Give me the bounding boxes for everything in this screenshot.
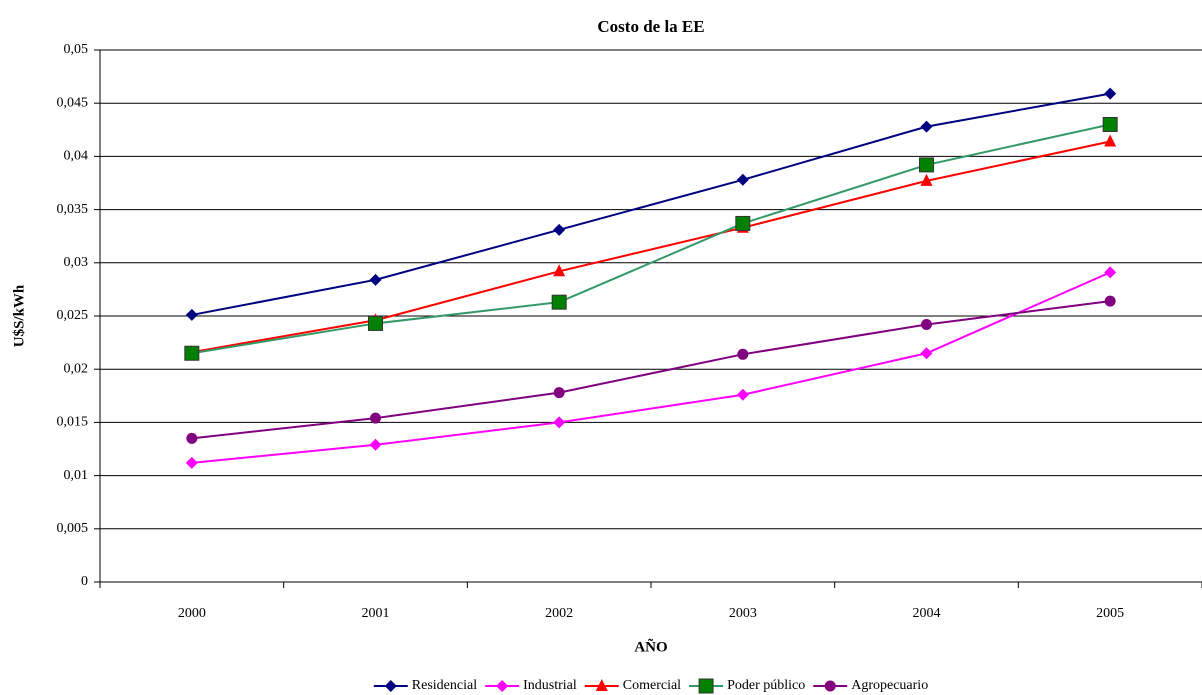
data-point [921, 319, 932, 331]
legend-label: Agropecuario [851, 678, 928, 693]
data-point [1104, 266, 1117, 279]
data-point [736, 388, 749, 401]
x-tick-label: 2004 [913, 606, 941, 621]
data-point [553, 223, 566, 236]
y-tick-label: 0,03 [64, 255, 89, 270]
x-tick-label: 2003 [729, 606, 757, 621]
x-tick-label: 2001 [362, 606, 390, 621]
series-line [191, 271, 1111, 464]
y-tick-label: 0,005 [57, 521, 89, 536]
legend-marker [595, 679, 608, 691]
x-tick-label: 2000 [178, 606, 206, 621]
legend-marker [824, 680, 836, 692]
y-tick-label: 0,015 [57, 415, 89, 430]
data-point [735, 215, 751, 231]
x-tick-label: 2002 [545, 606, 573, 621]
data-point [553, 387, 565, 399]
data-point [736, 173, 749, 186]
data-point [553, 416, 566, 429]
data-point [368, 315, 383, 331]
legend-label: Residencial [412, 678, 477, 693]
data-point [551, 294, 567, 310]
series-line [191, 92, 1111, 316]
data-point [1104, 295, 1116, 307]
data-point [1102, 116, 1118, 132]
y-tick-label: 0 [81, 574, 88, 589]
legend: Residencial Industrial Comercial Poder públ… [373, 678, 928, 694]
x-tick-label: 2005 [1096, 606, 1124, 621]
legend-marker [496, 680, 509, 692]
x-axis-title: AÑO [634, 637, 667, 655]
y-tick-label: 0,025 [57, 308, 89, 323]
y-tick-label: 0,05 [64, 42, 89, 57]
data-point [919, 157, 934, 173]
y-tick-label: 0,04 [64, 149, 89, 164]
y-tick-label: 0,01 [64, 468, 89, 483]
y-axis-title: U$S/kWh [11, 284, 27, 347]
data-point [185, 456, 198, 469]
data-point [737, 348, 749, 360]
y-tick-label: 0,02 [64, 361, 89, 376]
data-point [369, 273, 382, 286]
data-point [920, 347, 933, 360]
y-tick-label: 0,035 [57, 202, 89, 217]
data-point [553, 264, 566, 277]
legend-label: Poder público [727, 678, 805, 693]
data-point [369, 438, 382, 451]
legend-marker [384, 680, 397, 692]
data-point [920, 120, 933, 133]
legend-label: Industrial [523, 678, 577, 693]
data-point [184, 345, 200, 361]
chart-title: Costo de la EE [597, 17, 704, 36]
data-point [1104, 87, 1117, 100]
data-point [1104, 134, 1117, 147]
series-line [191, 300, 1111, 440]
data-point [920, 173, 933, 186]
data-point [185, 308, 198, 321]
legend-marker [698, 678, 714, 694]
legend-label: Comercial [623, 678, 681, 693]
y-tick-label: 0,045 [57, 95, 89, 110]
series-line [191, 140, 1111, 354]
data-point [186, 432, 198, 444]
series-line [191, 123, 1111, 355]
data-point [370, 412, 381, 424]
